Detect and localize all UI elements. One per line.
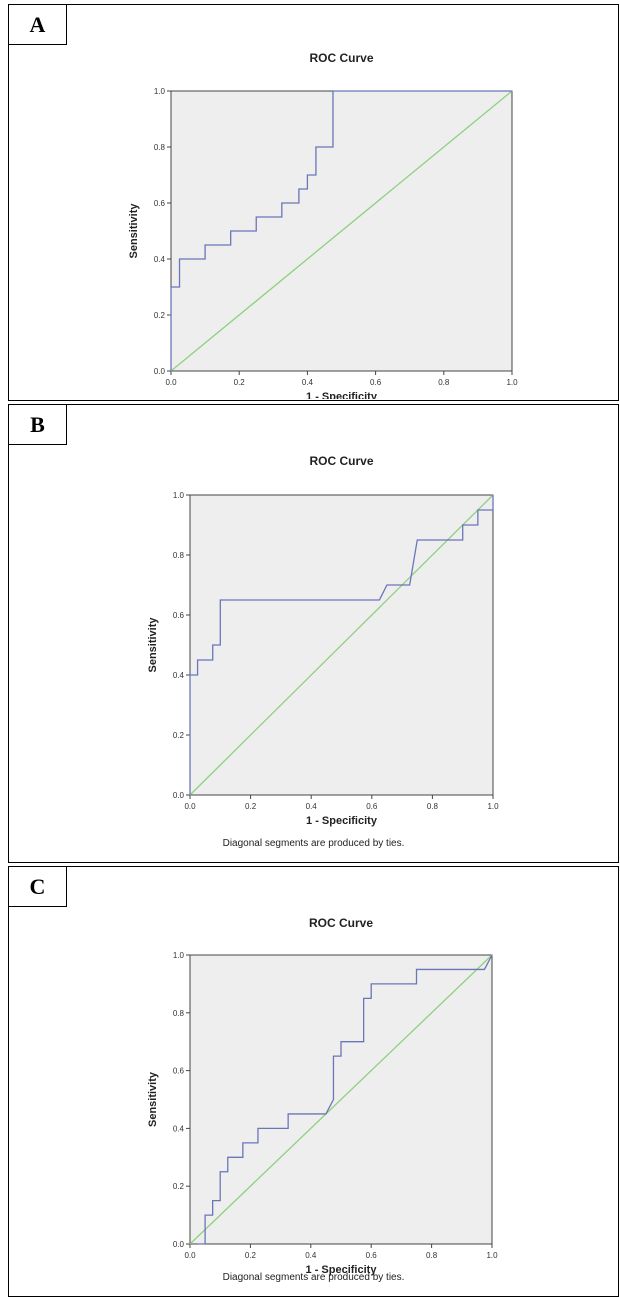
- y-tick-label: 1.0: [173, 491, 185, 500]
- roc-chart-a: ROC Curve 0.0 0.2 0.4 0.6 0.8 1.0 0.0 0.2 0.4 0.6 0…: [128, 51, 518, 399]
- y-tick-label: 0.6: [154, 199, 166, 208]
- reference-line: [189, 494, 494, 796]
- y-axis-label: Sensitivity: [147, 617, 159, 673]
- ties-note: Diagonal segments are produced by ties.: [222, 1272, 405, 1283]
- roc-chart-c: ROC Curve 0.0 0.2 0.4 0.6 0.8 1.0 0.0 0.2 0.4 0.6 0…: [147, 916, 498, 1276]
- y-tick-label: 0.6: [173, 1067, 185, 1076]
- x-tick-label: 0.8: [427, 802, 439, 811]
- y-tick-label: 0.0: [173, 1240, 185, 1249]
- x-tick-label: 1.0: [506, 378, 518, 387]
- y-tick-label: 0.6: [173, 611, 185, 620]
- y-tick-label: 0.8: [173, 1009, 185, 1018]
- x-tick-label: 0.0: [184, 1251, 196, 1260]
- chart-title: ROC Curve: [309, 454, 373, 468]
- x-tick-label: 0.4: [306, 802, 318, 811]
- roc-curve: [170, 90, 512, 371]
- roc-curve: [197, 954, 493, 1245]
- panel-b: B ROC Curve 0.0 0.2 0.4 0.6 0.8 1.0 0.0 0.2 0.4 0.…: [8, 404, 619, 863]
- x-tick-label: 0.6: [366, 1251, 378, 1260]
- ties-note: Diagonal segments are produced by ties.: [222, 838, 405, 849]
- y-tick-label: 1.0: [173, 951, 185, 960]
- panel-c: C ROC Curve 0.0 0.2 0.4 0.6 0.8 1.0 0.0 0.2 0.4 0.…: [8, 866, 619, 1297]
- x-tick-label: 0.0: [184, 802, 196, 811]
- y-tick-label: 0.8: [173, 551, 185, 560]
- y-tick-label: 0.0: [173, 791, 185, 800]
- roc-chart-b: ROC Curve 0.0 0.2 0.4 0.6 0.8 1.0 0.0 0.2 0.4 0.6 0…: [147, 454, 499, 827]
- x-tick-label: 1.0: [487, 802, 499, 811]
- chart-title: ROC Curve: [309, 51, 373, 65]
- x-tick-label: 0.2: [245, 802, 257, 811]
- chart-title: ROC Curve: [309, 916, 373, 930]
- y-tick-label: 0.0: [154, 367, 166, 376]
- x-axis-label: 1 - Specificity: [306, 1264, 378, 1276]
- reference-line: [189, 954, 493, 1245]
- x-tick-label: 0.8: [426, 1251, 438, 1260]
- x-tick-label: 1.0: [486, 1251, 498, 1260]
- panel-label: B: [9, 405, 67, 445]
- y-tick-label: 0.2: [173, 731, 185, 740]
- x-tick-label: 0.6: [366, 802, 378, 811]
- y-tick-label: 1.0: [154, 87, 166, 96]
- x-tick-label: 0.4: [302, 378, 314, 387]
- reference-line: [170, 90, 513, 372]
- y-axis-label: Sensitivity: [128, 203, 140, 259]
- x-axis-label: 1 - Specificity: [306, 815, 378, 827]
- x-tick-label: 0.2: [234, 378, 246, 387]
- panel-label: A: [9, 5, 67, 45]
- x-tick-label: 0.6: [370, 378, 382, 387]
- y-tick-label: 0.2: [154, 311, 166, 320]
- y-tick-label: 0.4: [173, 671, 185, 680]
- y-tick-label: 0.8: [154, 143, 166, 152]
- roc-curve: [189, 495, 494, 795]
- x-tick-label: 0.0: [165, 378, 177, 387]
- x-tick-label: 0.4: [305, 1251, 317, 1260]
- y-axis-label: Sensitivity: [147, 1071, 159, 1127]
- panel-a: A ROC Curve 0.0 0.2 0.4 0.6 0.8 1.0 0.0 0.2 0.4 0.…: [8, 4, 619, 401]
- x-tick-label: 0.2: [245, 1251, 257, 1260]
- x-axis-label: 1 - Specificity: [306, 391, 378, 399]
- y-tick-label: 0.4: [173, 1124, 185, 1133]
- x-tick-label: 0.8: [438, 378, 450, 387]
- y-tick-label: 0.4: [154, 255, 166, 264]
- panel-label: C: [9, 867, 67, 907]
- y-tick-label: 0.2: [173, 1182, 185, 1191]
